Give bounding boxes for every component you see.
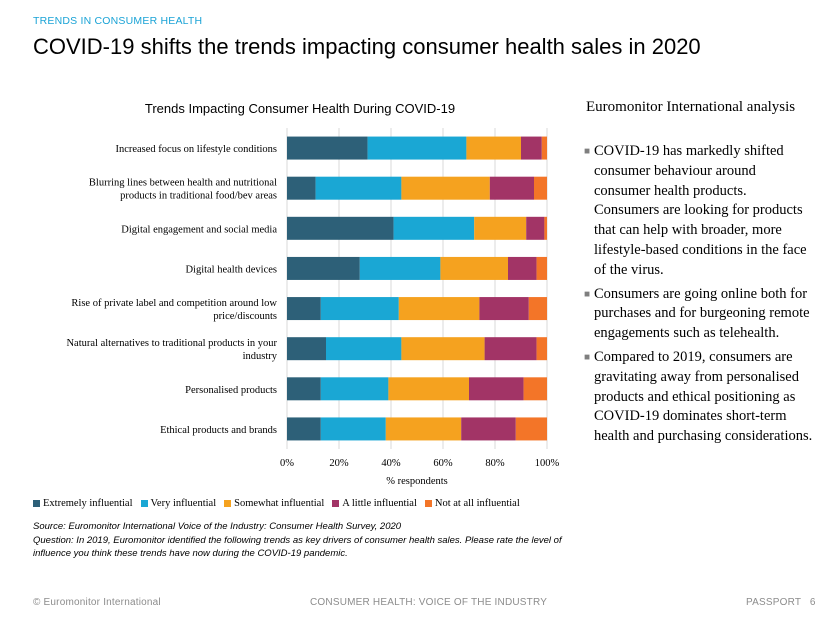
legend-swatch — [332, 500, 340, 507]
source-note: Source: Euromonitor International Voice … — [33, 521, 402, 532]
bar-segment — [474, 216, 527, 240]
bar-segment — [536, 256, 547, 280]
bar-segment — [287, 256, 360, 280]
category-label: Rise of private label and competition ar… — [71, 298, 277, 309]
legend-item: Somewhat influential — [224, 498, 324, 509]
chart-title: Trends Impacting Consumer Health During … — [144, 101, 456, 116]
bar-segment — [523, 377, 547, 401]
legend-item: Not at all influential — [424, 498, 520, 509]
bar-segment — [479, 297, 529, 321]
bar-segment — [320, 377, 389, 401]
bar-segment — [534, 176, 547, 200]
x-tick-label: 0% — [280, 458, 294, 469]
legend-label: Not at all influential — [434, 498, 520, 509]
category-label: Personalised products — [185, 385, 277, 396]
bar-segment — [287, 337, 326, 361]
question-note: Question: In 2019, Euromonitor identifie… — [33, 535, 562, 559]
x-axis-title: % respondents — [386, 476, 448, 487]
bar-segment — [359, 256, 441, 280]
category-label: Digital health devices — [185, 264, 277, 275]
bar-segment — [401, 337, 485, 361]
bar-segment — [320, 297, 399, 321]
legend-label: Very influential — [150, 498, 217, 509]
legend-swatch — [140, 500, 148, 507]
analysis-title: Euromonitor International analysis — [586, 99, 796, 115]
bar-segment — [388, 377, 469, 401]
legend-item: Very influential — [140, 498, 217, 509]
bar-segment — [287, 377, 321, 401]
section-kicker: TRENDS IN CONSUMER HEALTH — [33, 15, 203, 27]
bar-segment — [320, 417, 386, 441]
stacked-bar-chart: 0% 20% 40% 60% 80% 100% Increased focus on lif… — [66, 128, 560, 487]
page-title: COVID-19 shifts the trends impacting con… — [33, 34, 701, 59]
category-label: Ethical products and brands — [160, 425, 277, 436]
bar-segment — [287, 136, 368, 160]
bar-segment — [489, 176, 534, 200]
bar-segment — [287, 417, 321, 441]
bar-segment — [440, 256, 508, 280]
footer-copyright: © Euromonitor International — [33, 597, 161, 608]
category-label: industry — [243, 351, 278, 362]
x-tick-label: 60% — [433, 458, 453, 469]
analysis-bullet: ■ COVID-19 has markedly shifted consumer … — [584, 143, 807, 278]
analysis-bullet: ■ Consumers are going online both for pur… — [584, 285, 810, 342]
legend-label: A little influential — [342, 498, 417, 509]
bar-segment — [393, 216, 475, 240]
category-label: Blurring lines between health and nutrit… — [89, 178, 277, 189]
bar-segment — [287, 297, 321, 321]
bar-segment — [401, 176, 490, 200]
bar-segment — [287, 216, 394, 240]
bar-segment — [461, 417, 516, 441]
square-bullet-icon: ■ — [584, 351, 591, 363]
x-tick-label: 20% — [329, 458, 349, 469]
legend-swatch — [424, 500, 432, 507]
bar-segment — [385, 417, 462, 441]
x-tick-label: 40% — [381, 458, 401, 469]
bar-segment — [528, 297, 547, 321]
category-label: Natural alternatives to traditional prod… — [66, 338, 277, 349]
legend-item: A little influential — [332, 498, 417, 509]
legend-label: Extremely influential — [43, 498, 133, 509]
square-bullet-icon: ■ — [584, 288, 591, 300]
bar-segment — [521, 136, 542, 160]
x-tick-label: 100% — [535, 458, 560, 469]
bar-segment — [541, 136, 547, 160]
x-tick-label: 80% — [485, 458, 505, 469]
bar-segment — [484, 337, 537, 361]
legend-swatch — [224, 500, 232, 507]
footer-page: PASSPORT 6 — [746, 597, 816, 608]
category-label: price/discounts — [213, 311, 277, 322]
category-label: products in traditional food/bev areas — [120, 191, 277, 202]
legend-label: Somewhat influential — [234, 498, 325, 509]
bar-segment — [515, 417, 547, 441]
bar-segment — [469, 377, 524, 401]
category-label: Digital engagement and social media — [121, 224, 277, 235]
bar-segment — [315, 176, 402, 200]
bar-segment — [466, 136, 521, 160]
square-bullet-icon: ■ — [584, 146, 591, 157]
bar-segment — [398, 297, 480, 321]
bar-segment — [508, 256, 537, 280]
bar-segment — [544, 216, 547, 240]
bar-segment — [287, 176, 316, 200]
analysis-bullets: ■ COVID-19 has markedly shifted consumer … — [584, 142, 814, 451]
legend-swatch — [33, 500, 40, 507]
chart-legend: Extremely influential Very influential Som… — [33, 498, 573, 509]
legend-item: Extremely influential — [33, 498, 133, 509]
category-label: Increased focus on lifestyle conditions — [115, 144, 277, 155]
bar-segment — [536, 337, 547, 361]
footer-section: CONSUMER HEALTH: VOICE OF THE INDUSTRY — [310, 597, 548, 608]
analysis-bullet: ■ Compared to 2019, consumers are gravita… — [584, 348, 813, 445]
bar-segment — [367, 136, 467, 160]
bar-segment — [526, 216, 545, 240]
bar-segment — [326, 337, 402, 361]
